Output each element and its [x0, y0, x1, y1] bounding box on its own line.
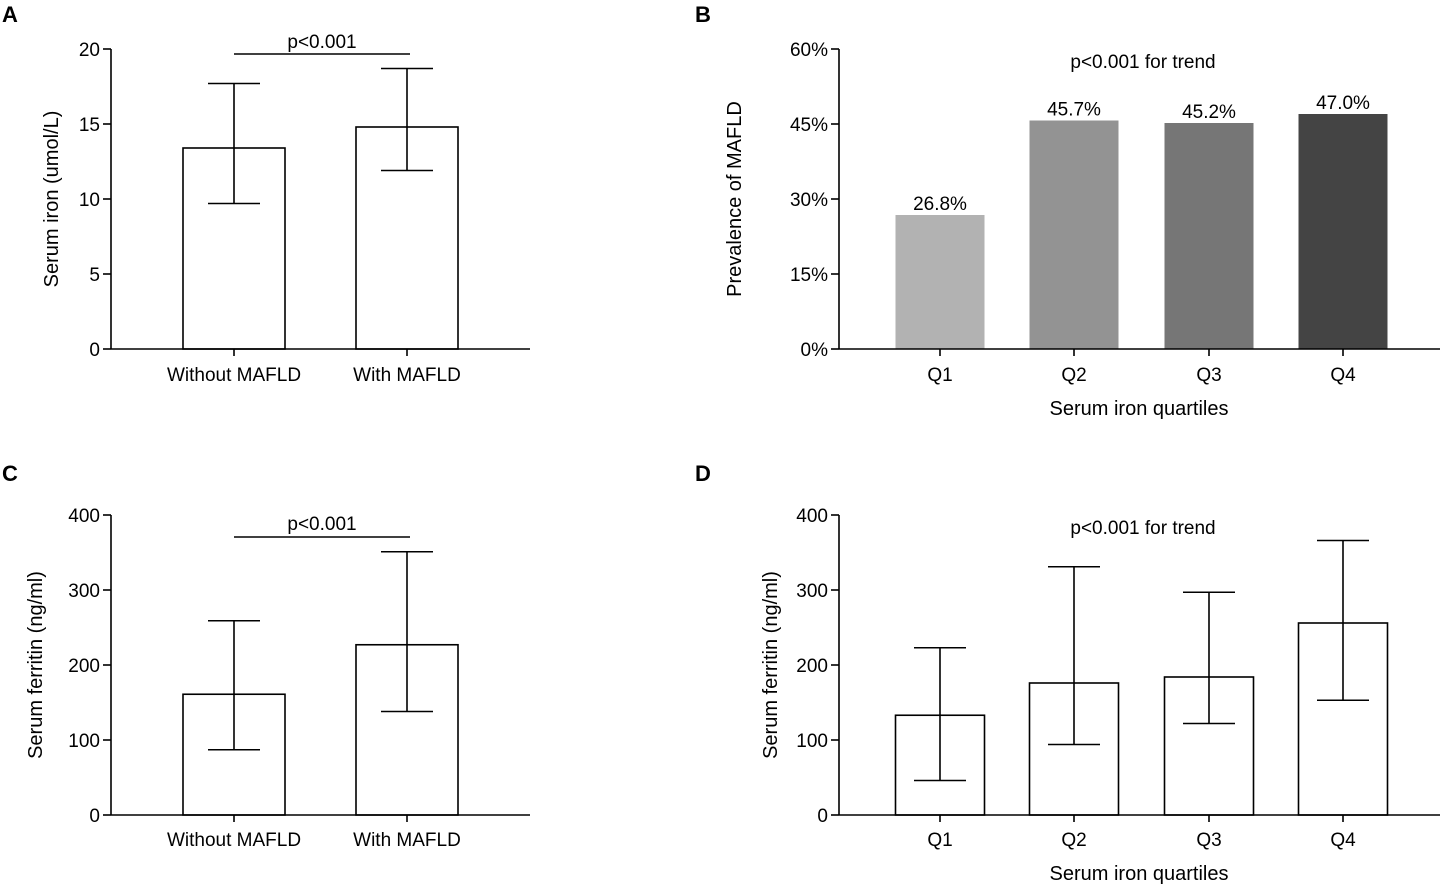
panel-a: A Without MAFLD With MAFLD 0 5 10 15 20 Serum ir…	[2, 2, 530, 386]
panel-b: B 26.8% Q1 45.7% Q2 45.2% Q3 47.0% Q4 0% 15% 30% 45%…	[695, 2, 1440, 420]
y-axis-label: Serum iron (umol/L)	[41, 111, 63, 288]
x-tick-label: Without MAFLD	[167, 365, 301, 386]
y-tick-label: 0	[817, 806, 828, 827]
panel-letter: C	[2, 461, 18, 486]
y-tick-label: 400	[68, 506, 100, 527]
x-tick-label: With MAFLD	[353, 830, 461, 851]
x-tick-label: With MAFLD	[353, 365, 461, 386]
y-tick-label: 0	[89, 806, 100, 827]
trend-annotation: p<0.001 for trend	[1070, 518, 1215, 539]
y-axis-label: Prevalence of MAFLD	[724, 101, 746, 297]
bar-q3	[1164, 123, 1254, 349]
y-axis-label: Serum ferritin (ng/ml)	[760, 571, 782, 759]
y-tick-label: 5	[89, 265, 100, 286]
x-tick-label: Without MAFLD	[167, 830, 301, 851]
y-tick-label: 400	[796, 506, 828, 527]
x-tick-label: Q1	[927, 830, 952, 851]
panel-letter: B	[695, 2, 711, 27]
x-tick-label: Q3	[1196, 830, 1221, 851]
x-axis-label: Serum iron quartiles	[1050, 398, 1229, 420]
data-label: 26.8%	[913, 194, 967, 215]
x-tick-label: Q3	[1196, 365, 1221, 386]
y-tick-label: 20	[79, 40, 100, 61]
y-tick-label: 200	[68, 656, 100, 677]
y-axis-label: Serum ferritin (ng/ml)	[25, 571, 47, 759]
bar-q4	[1298, 114, 1388, 349]
trend-annotation: p<0.001 for trend	[1070, 52, 1215, 73]
y-tick-label: 0	[89, 340, 100, 361]
panel-letter: D	[695, 461, 711, 486]
bar-q1	[895, 215, 985, 349]
bar-q2	[1029, 120, 1119, 349]
panel-letter: A	[2, 2, 18, 27]
panel-d: D Q1 Q2 Q3 Q4 0 100 200 300 400 Serum ferritin (ng…	[695, 461, 1440, 885]
x-tick-label: Q1	[927, 365, 952, 386]
y-tick-label: 60%	[790, 40, 828, 61]
p-value-annotation: p<0.001	[287, 32, 356, 53]
y-tick-label: 10	[79, 190, 100, 211]
data-label: 45.2%	[1182, 102, 1236, 123]
data-label: 45.7%	[1047, 100, 1101, 121]
p-value-annotation: p<0.001	[287, 514, 356, 535]
panel-c: C Without MAFLD With MAFLD 0 100 200 300 400 Ser…	[2, 461, 530, 851]
y-tick-label: 300	[68, 581, 100, 602]
y-tick-label: 45%	[790, 115, 828, 136]
y-tick-label: 100	[68, 731, 100, 752]
y-tick-label: 200	[796, 656, 828, 677]
y-tick-label: 15%	[790, 265, 828, 286]
y-tick-label: 0%	[801, 340, 829, 361]
x-tick-label: Q2	[1061, 365, 1086, 386]
y-tick-label: 15	[79, 115, 100, 136]
x-axis-label: Serum iron quartiles	[1050, 863, 1229, 885]
data-label: 47.0%	[1316, 93, 1370, 114]
y-tick-label: 300	[796, 581, 828, 602]
x-tick-label: Q2	[1061, 830, 1086, 851]
x-tick-label: Q4	[1330, 365, 1356, 386]
y-tick-label: 30%	[790, 190, 828, 211]
x-tick-label: Q4	[1330, 830, 1356, 851]
y-tick-label: 100	[796, 731, 828, 752]
